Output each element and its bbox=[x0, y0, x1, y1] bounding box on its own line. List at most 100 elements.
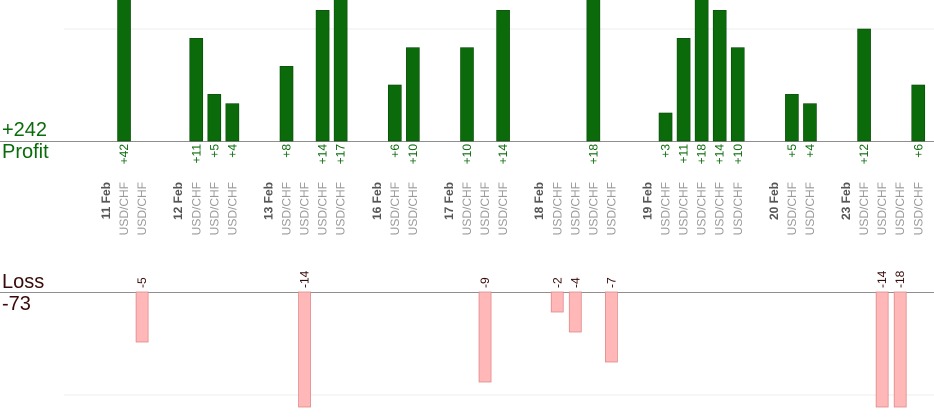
profit-bar bbox=[676, 38, 691, 142]
profit-value-label: +11 bbox=[189, 144, 203, 164]
pair-label: USD/CHF bbox=[550, 182, 564, 235]
profit-value-label: +10 bbox=[460, 144, 474, 165]
profit-value-label: +6 bbox=[911, 144, 925, 158]
pair-label: USD/CHF bbox=[803, 182, 817, 235]
loss-summary: Loss -73 bbox=[2, 271, 44, 315]
profit-value-label: +8 bbox=[280, 144, 294, 158]
profit-bar bbox=[658, 112, 673, 142]
pair-label: USD/CHF bbox=[731, 182, 745, 235]
date-label: 18 Feb bbox=[532, 182, 546, 220]
pair-label: USD/CHF bbox=[496, 182, 510, 235]
profit-value-label: +3 bbox=[659, 144, 673, 158]
profit-bar bbox=[117, 0, 131, 142]
pair-label: USD/CHF bbox=[857, 182, 871, 235]
pair-label: USD/CHF bbox=[117, 182, 131, 235]
profit-bar bbox=[333, 0, 348, 142]
loss-value-label: -4 bbox=[568, 277, 582, 288]
pair-label: USD/CHF bbox=[406, 182, 420, 235]
profit-value-label: +11 bbox=[677, 144, 691, 164]
loss-value-label: -14 bbox=[298, 270, 312, 288]
loss-value-label: -5 bbox=[135, 277, 149, 288]
loss-bar bbox=[550, 291, 564, 313]
pair-label: USD/CHF bbox=[334, 182, 348, 235]
profit-value-label: +14 bbox=[316, 144, 330, 165]
loss-bar bbox=[298, 291, 311, 408]
pair-label: USD/CHF bbox=[388, 182, 402, 235]
profit-bar bbox=[460, 47, 474, 142]
pair-label: USD/CHF bbox=[478, 182, 492, 235]
date-label: 11 Feb bbox=[99, 182, 113, 219]
profit-bar bbox=[911, 84, 926, 142]
pair-label: USD/CHF bbox=[586, 182, 600, 235]
pair-label: USD/CHF bbox=[316, 182, 330, 235]
pair-label: USD/CHF bbox=[893, 182, 907, 235]
profit-bar bbox=[387, 84, 402, 142]
profit-value-label: +14 bbox=[713, 144, 727, 165]
profit-bar bbox=[730, 47, 745, 142]
profit-bar bbox=[315, 10, 330, 142]
pair-label: USD/CHF bbox=[280, 182, 294, 235]
profit-bar bbox=[279, 66, 294, 142]
loss-bar bbox=[135, 291, 149, 343]
pair-label: USD/CHF bbox=[225, 182, 239, 235]
date-label: 16 Feb bbox=[370, 182, 384, 220]
profit-bar bbox=[406, 47, 420, 142]
profit-summary: +242 Profit bbox=[2, 119, 49, 163]
loss-bar bbox=[478, 291, 492, 383]
pair-label: USD/CHF bbox=[460, 182, 474, 235]
profit-bar bbox=[857, 28, 871, 142]
profit-total: +242 bbox=[2, 119, 48, 141]
profit-bar bbox=[207, 94, 222, 142]
pair-label: USD/CHF bbox=[135, 182, 149, 235]
profit-value-label: +6 bbox=[388, 144, 402, 158]
pair-label: USD/CHF bbox=[659, 182, 673, 235]
profit-bar bbox=[694, 0, 709, 142]
pair-label: USD/CHF bbox=[875, 182, 889, 235]
loss-value-label: -14 bbox=[875, 270, 889, 288]
pair-label: USD/CHF bbox=[785, 182, 799, 235]
profit-bar bbox=[189, 38, 204, 142]
profit-bar bbox=[803, 103, 817, 142]
loss-value-label: -7 bbox=[604, 277, 618, 288]
date-label: 17 Feb bbox=[442, 182, 456, 220]
profit-bar bbox=[225, 103, 240, 142]
pair-label: USD/CHF bbox=[298, 182, 312, 235]
loss-bar bbox=[605, 291, 618, 363]
loss-value-label: -9 bbox=[478, 277, 492, 288]
profit-value-label: +5 bbox=[207, 144, 221, 158]
profit-value-label: +12 bbox=[857, 144, 871, 165]
profit-value-label: +4 bbox=[803, 144, 817, 158]
pair-label: USD/CHF bbox=[207, 182, 221, 235]
profit-bar bbox=[712, 10, 727, 142]
profit-value-label: +4 bbox=[225, 144, 239, 158]
profit-value-label: +10 bbox=[731, 144, 745, 165]
pair-label: USD/CHF bbox=[677, 182, 691, 235]
pair-label: USD/CHF bbox=[189, 182, 203, 235]
loss-bar bbox=[893, 291, 907, 408]
pair-label: USD/CHF bbox=[713, 182, 727, 235]
date-label: 19 Feb bbox=[641, 182, 655, 220]
date-label: 13 Feb bbox=[261, 182, 275, 220]
pair-label: USD/CHF bbox=[604, 182, 618, 235]
loss-value-label: -18 bbox=[893, 270, 907, 288]
profit-value-label: +18 bbox=[586, 144, 600, 165]
loss-bar bbox=[568, 291, 582, 333]
profit-bar bbox=[586, 0, 601, 142]
profit-value-label: +18 bbox=[695, 144, 709, 165]
loss-total: -73 bbox=[2, 293, 31, 315]
loss-bar bbox=[875, 291, 889, 408]
pair-label: USD/CHF bbox=[568, 182, 582, 235]
profit-bar bbox=[785, 94, 799, 142]
profit-value-label: +14 bbox=[496, 144, 510, 165]
loss-label: Loss bbox=[2, 271, 45, 293]
pair-label: USD/CHF bbox=[911, 182, 925, 235]
profit-label: Profit bbox=[2, 141, 49, 163]
profit-value-label: +10 bbox=[406, 144, 420, 165]
profit-value-label: +17 bbox=[334, 144, 348, 165]
date-label: 23 Feb bbox=[839, 182, 853, 220]
loss-value-label: -2 bbox=[550, 277, 564, 288]
date-label: 20 Feb bbox=[767, 182, 781, 220]
profit-value-label: +5 bbox=[785, 144, 799, 158]
date-label: 12 Feb bbox=[171, 182, 185, 220]
